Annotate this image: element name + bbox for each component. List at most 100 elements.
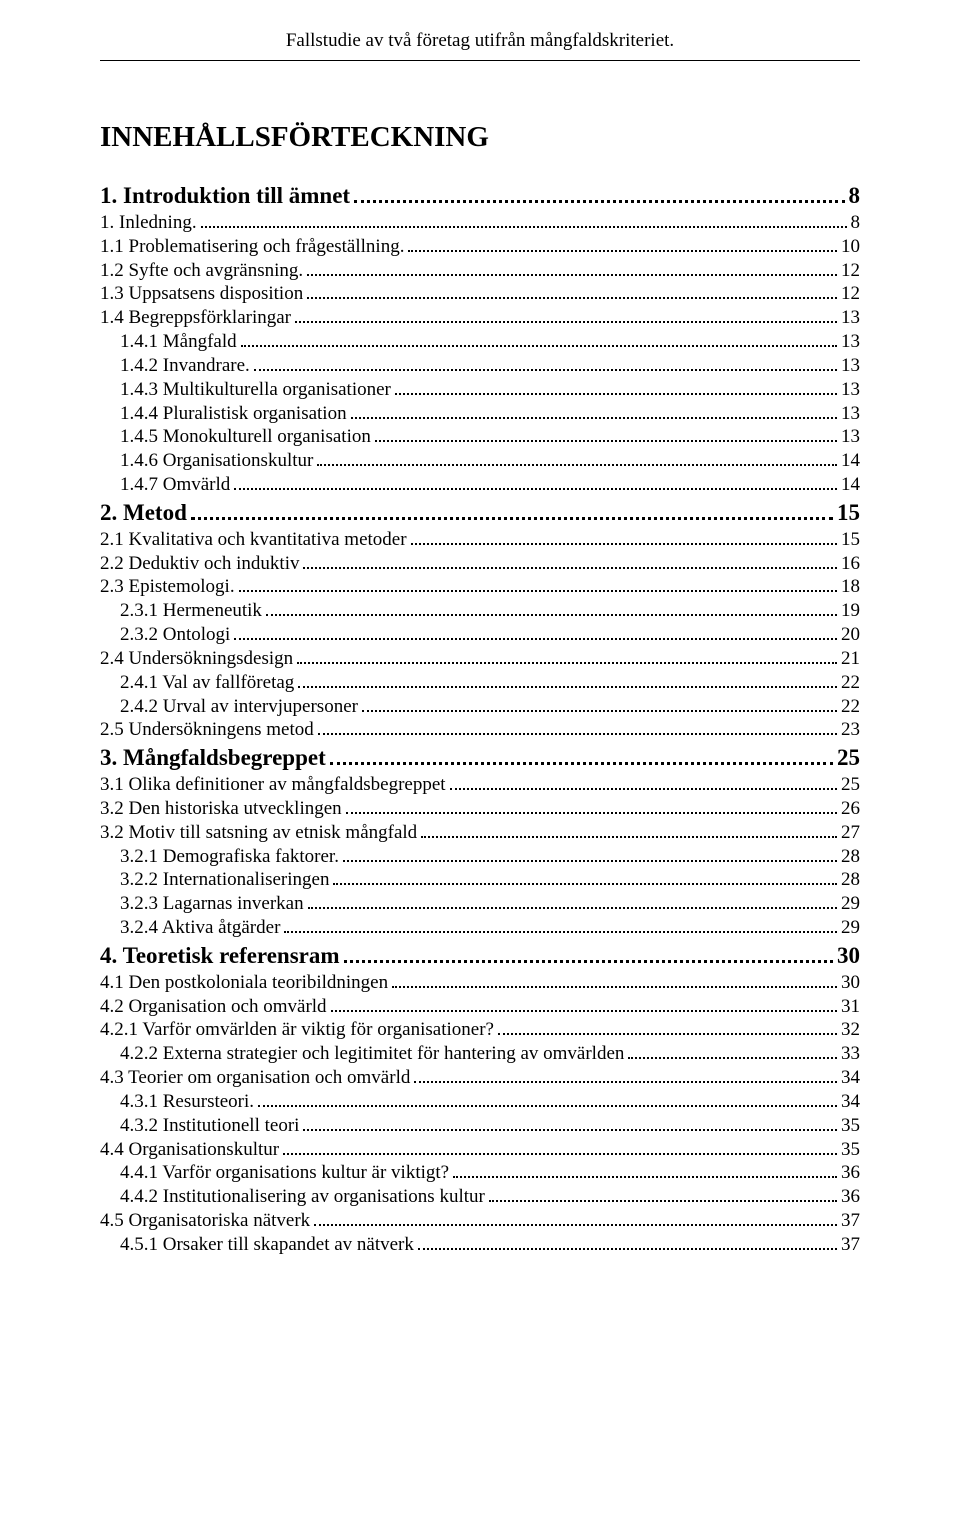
toc-leader-dots bbox=[191, 499, 833, 520]
toc-leader-dots bbox=[453, 1161, 837, 1178]
toc-leader-dots bbox=[346, 797, 837, 814]
toc-leader-dots bbox=[362, 695, 837, 712]
toc-leader-dots bbox=[418, 1233, 837, 1250]
toc-entry-page: 13 bbox=[841, 330, 860, 354]
toc-entry-page: 36 bbox=[841, 1161, 860, 1185]
toc-entry-page: 12 bbox=[841, 259, 860, 283]
toc-container: 1. Introduktion till ämnet 8 1. Inledning.… bbox=[100, 182, 860, 1257]
toc-entry-page: 29 bbox=[841, 892, 860, 916]
toc-entry-page: 29 bbox=[841, 916, 860, 940]
toc-entry: 3.2.4 Aktiva åtgärder 29 bbox=[100, 916, 860, 940]
toc-entry: 2.5 Undersökningens metod23 bbox=[100, 718, 860, 742]
toc-entry: 4.1 Den postkoloniala teoribildningen 30 bbox=[100, 971, 860, 995]
toc-entry: 1.4.7 Omvärld 14 bbox=[100, 473, 860, 497]
toc-entry-page: 31 bbox=[841, 995, 860, 1019]
toc-entry-page: 37 bbox=[841, 1233, 860, 1257]
toc-entry-label: 4.3 Teorier om organisation och omvärld bbox=[100, 1066, 410, 1090]
toc-leader-dots bbox=[297, 647, 837, 664]
toc-leader-dots bbox=[498, 1018, 837, 1035]
toc-entry: 3.2 Motiv till satsning av etnisk mångfa… bbox=[100, 821, 860, 845]
toc-entry-label: 1.4 Begreppsförklaringar bbox=[100, 306, 291, 330]
toc-entry-label: 3. Mångfaldsbegreppet bbox=[100, 744, 326, 773]
toc-entry: 4.5 Organisatoriska nätverk 37 bbox=[100, 1209, 860, 1233]
toc-entry: 1.4.5 Monokulturell organisation 13 bbox=[100, 425, 860, 449]
toc-leader-dots bbox=[241, 330, 837, 347]
toc-entry: 4.5.1 Orsaker till skapandet av nätverk 3… bbox=[100, 1233, 860, 1257]
toc-leader-dots bbox=[395, 378, 837, 395]
toc-entry-label: 3.2.4 Aktiva åtgärder bbox=[120, 916, 280, 940]
toc-entry-page: 8 bbox=[849, 182, 861, 211]
toc-leader-dots bbox=[450, 773, 837, 790]
toc-entry: 4.2 Organisation och omvärld31 bbox=[100, 994, 860, 1018]
toc-entry: 1.4.3 Multikulturella organisationer13 bbox=[100, 378, 860, 402]
toc-entry: 2.1 Kvalitativa och kvantitativa metoder… bbox=[100, 528, 860, 552]
toc-entry-page: 27 bbox=[841, 821, 860, 845]
toc-leader-dots bbox=[330, 745, 833, 766]
toc-entry-label: 4.5 Organisatoriska nätverk bbox=[100, 1209, 310, 1233]
toc-entry: 2.4.2 Urval av intervjupersoner22 bbox=[100, 695, 860, 719]
toc-entry-page: 14 bbox=[841, 473, 860, 497]
toc-entry-label: 1. Inledning. bbox=[100, 211, 197, 235]
toc-entry-label: 1.4.7 Omvärld bbox=[120, 473, 230, 497]
toc-entry-label: 4.4.2 Institutionalisering av organisati… bbox=[120, 1185, 485, 1209]
toc-entry-label: 1.4.2 Invandrare. bbox=[120, 354, 250, 378]
toc-leader-dots bbox=[298, 671, 837, 688]
toc-entry: 4.3 Teorier om organisation och omvärld 3… bbox=[100, 1066, 860, 1090]
toc-entry-page: 18 bbox=[841, 575, 860, 599]
toc-leader-dots bbox=[258, 1090, 837, 1107]
toc-entry-page: 34 bbox=[841, 1066, 860, 1090]
toc-entry-page: 25 bbox=[841, 773, 860, 797]
toc-entry-page: 22 bbox=[841, 671, 860, 695]
toc-entry: 1.4 Begreppsförklaringar13 bbox=[100, 306, 860, 330]
toc-leader-dots bbox=[318, 718, 837, 735]
toc-leader-dots bbox=[314, 1209, 837, 1226]
toc-entry-label: 4.5.1 Orsaker till skapandet av nätverk bbox=[120, 1233, 414, 1257]
toc-entry-label: 3.2 Motiv till satsning av etnisk mångfa… bbox=[100, 821, 417, 845]
toc-entry-page: 33 bbox=[841, 1042, 860, 1066]
toc-entry: 2.4.1 Val av fallföretag 22 bbox=[100, 671, 860, 695]
toc-leader-dots bbox=[284, 916, 837, 933]
toc-entry-label: 1.4.5 Monokulturell organisation bbox=[120, 425, 371, 449]
toc-leader-dots bbox=[392, 971, 837, 988]
toc-leader-dots bbox=[408, 235, 837, 252]
toc-entry-page: 15 bbox=[841, 528, 860, 552]
toc-entry-label: 4.2.2 Externa strategier och legitimitet… bbox=[120, 1042, 624, 1066]
toc-entry: 3.2.2 Internationaliseringen28 bbox=[100, 868, 860, 892]
toc-leader-dots bbox=[411, 528, 837, 545]
toc-entry: 2.3.1 Hermeneutik19 bbox=[100, 599, 860, 623]
toc-entry: 4.3.1 Resursteori.34 bbox=[100, 1090, 860, 1114]
toc-entry-page: 30 bbox=[837, 942, 860, 971]
toc-entry-label: 4.3.1 Resursteori. bbox=[120, 1090, 254, 1114]
toc-leader-dots bbox=[303, 1114, 837, 1131]
toc-entry: 4.4 Organisationskultur35 bbox=[100, 1138, 860, 1162]
toc-entry-page: 30 bbox=[841, 971, 860, 995]
toc-entry: 3.2.1 Demografiska faktorer.28 bbox=[100, 845, 860, 869]
toc-leader-dots bbox=[295, 306, 837, 323]
toc-entry-label: 4.1 Den postkoloniala teoribildningen bbox=[100, 971, 388, 995]
toc-entry-label: 3.1 Olika definitioner av mångfaldsbegre… bbox=[100, 773, 446, 797]
toc-leader-dots bbox=[283, 1138, 837, 1155]
toc-leader-dots bbox=[343, 845, 837, 862]
toc-entry: 2.3.2 Ontologi20 bbox=[100, 623, 860, 647]
toc-entry-page: 19 bbox=[841, 599, 860, 623]
toc-entry: 3.2.3 Lagarnas inverkan 29 bbox=[100, 892, 860, 916]
toc-entry: 3. Mångfaldsbegreppet25 bbox=[100, 744, 860, 773]
toc-leader-dots bbox=[307, 258, 837, 275]
toc-entry-label: 2.1 Kvalitativa och kvantitativa metoder bbox=[100, 528, 407, 552]
toc-entry-page: 26 bbox=[841, 797, 860, 821]
toc-entry-label: 4.2.1 Varför omvärlden är viktig för org… bbox=[100, 1018, 494, 1042]
toc-entry-label: 1.4.3 Multikulturella organisationer bbox=[120, 378, 391, 402]
toc-leader-dots bbox=[354, 182, 844, 203]
toc-entry-label: 3.2.3 Lagarnas inverkan bbox=[120, 892, 304, 916]
toc-entry-label: 1. Introduktion till ämnet bbox=[100, 182, 350, 211]
toc-leader-dots bbox=[421, 821, 837, 838]
toc-entry-label: 2.3.2 Ontologi bbox=[120, 623, 230, 647]
toc-entry-label: 2.4.1 Val av fallföretag bbox=[120, 671, 294, 695]
toc-entry: 1.2 Syfte och avgränsning.12 bbox=[100, 258, 860, 282]
toc-entry-page: 37 bbox=[841, 1209, 860, 1233]
toc-entry-page: 13 bbox=[841, 425, 860, 449]
toc-entry-label: 1.1 Problematisering och frågeställning. bbox=[100, 235, 404, 259]
toc-leader-dots bbox=[308, 892, 837, 909]
toc-entry-page: 35 bbox=[841, 1138, 860, 1162]
toc-entry-page: 28 bbox=[841, 868, 860, 892]
